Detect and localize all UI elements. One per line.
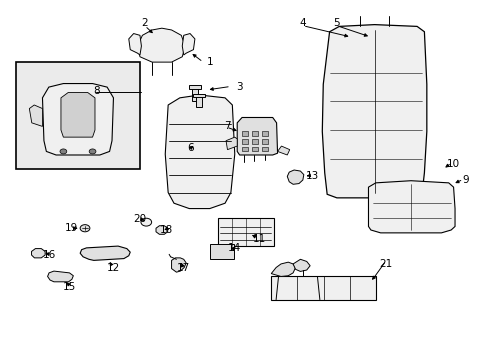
Polygon shape xyxy=(271,262,295,276)
Circle shape xyxy=(141,218,151,226)
Polygon shape xyxy=(165,95,234,208)
Text: 12: 12 xyxy=(106,262,120,273)
Polygon shape xyxy=(171,258,186,272)
Bar xyxy=(242,131,248,136)
Polygon shape xyxy=(225,137,237,150)
Bar xyxy=(210,244,233,259)
Polygon shape xyxy=(31,249,45,258)
Polygon shape xyxy=(237,117,277,155)
Bar xyxy=(261,139,267,144)
Polygon shape xyxy=(287,170,303,184)
Text: 9: 9 xyxy=(462,175,468,185)
Circle shape xyxy=(60,149,67,154)
Polygon shape xyxy=(292,259,309,271)
Text: 7: 7 xyxy=(224,121,230,131)
Bar xyxy=(217,217,273,246)
Bar xyxy=(242,147,248,152)
Bar xyxy=(251,139,258,144)
Bar xyxy=(251,147,258,152)
Bar xyxy=(242,139,248,144)
Text: 15: 15 xyxy=(62,282,76,292)
Circle shape xyxy=(80,225,90,232)
Polygon shape xyxy=(277,146,289,155)
Text: 14: 14 xyxy=(228,243,241,253)
Polygon shape xyxy=(368,181,454,233)
Text: 11: 11 xyxy=(252,234,265,244)
Text: 4: 4 xyxy=(299,18,305,28)
Text: 21: 21 xyxy=(378,259,391,269)
Text: 5: 5 xyxy=(333,18,340,28)
Text: 8: 8 xyxy=(93,86,100,96)
Polygon shape xyxy=(182,33,195,55)
Polygon shape xyxy=(156,226,167,234)
Bar xyxy=(251,131,258,136)
Polygon shape xyxy=(61,93,95,137)
Text: 10: 10 xyxy=(446,159,459,169)
Bar xyxy=(189,85,201,89)
Bar xyxy=(16,62,140,169)
Text: 19: 19 xyxy=(65,223,79,233)
Text: 20: 20 xyxy=(133,214,146,224)
Polygon shape xyxy=(137,28,185,62)
Polygon shape xyxy=(80,246,130,260)
Bar xyxy=(196,95,201,107)
Bar xyxy=(271,276,375,300)
Text: 6: 6 xyxy=(187,143,194,153)
Text: 16: 16 xyxy=(42,250,56,260)
Circle shape xyxy=(89,149,96,154)
Bar xyxy=(193,94,204,97)
Bar xyxy=(261,147,267,152)
Text: 18: 18 xyxy=(160,225,173,235)
Polygon shape xyxy=(47,271,73,282)
Bar xyxy=(261,131,267,136)
Text: 17: 17 xyxy=(177,262,190,273)
Polygon shape xyxy=(29,105,42,126)
Polygon shape xyxy=(322,24,426,198)
Text: 2: 2 xyxy=(141,18,148,28)
Polygon shape xyxy=(128,33,141,55)
Text: 3: 3 xyxy=(236,82,243,92)
Text: 13: 13 xyxy=(305,171,319,181)
Text: 1: 1 xyxy=(207,57,213,67)
Polygon shape xyxy=(42,84,113,155)
Bar xyxy=(192,88,198,102)
